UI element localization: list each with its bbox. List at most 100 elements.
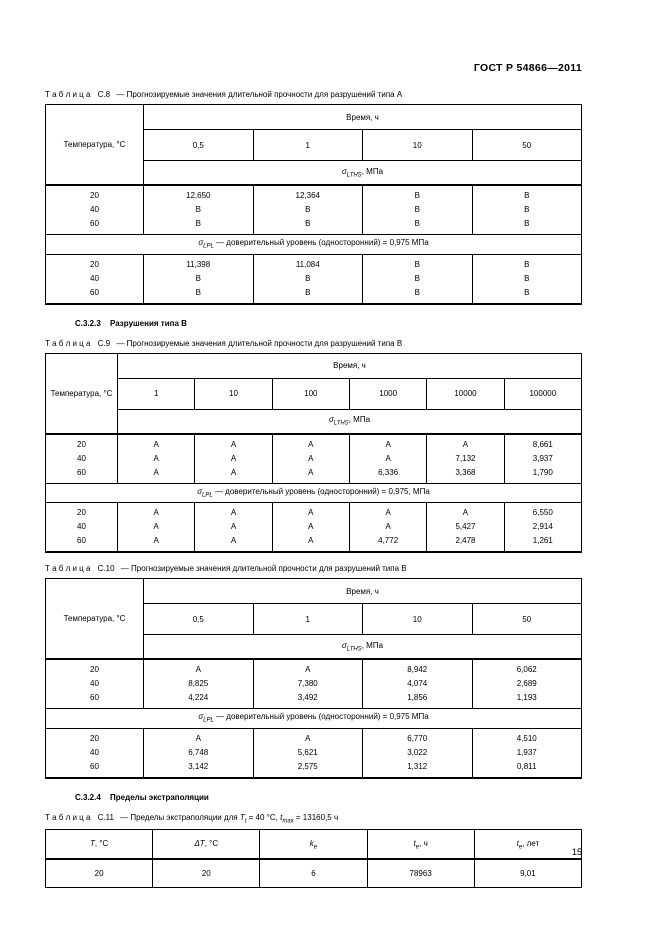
section-heading-c324: С.3.2.4 Пределы экстраполяции <box>75 793 582 802</box>
symbol-T-subscript: t <box>244 818 247 825</box>
table-cell: 20 <box>45 432 118 452</box>
sigma-symbol: σ <box>341 640 347 650</box>
table-cell: 3,492 <box>252 691 363 709</box>
table-cell: 2,575 <box>252 759 363 778</box>
table-row: 20 А А 6,770 4,510 <box>46 728 582 746</box>
time-col-header: 1 <box>252 129 363 161</box>
table-cell: А <box>194 520 273 535</box>
table-cell: А <box>194 502 273 521</box>
caption-number: С.11 <box>97 812 114 822</box>
table-row: 60 В В В В <box>46 217 582 235</box>
table-row: 40 В В В В <box>46 271 582 286</box>
col-header-te-hours: te, ч <box>366 829 475 861</box>
table-cell: 20 <box>94 869 104 879</box>
table-cell: А <box>348 432 427 452</box>
table-cell: 60 <box>90 287 99 297</box>
table-cell: В <box>471 254 582 272</box>
sigma-lths-header: σLTHS, МПа <box>117 408 582 435</box>
caption-text: — Пределы экстраполяции для <box>120 812 240 822</box>
table-cell: А <box>116 451 195 466</box>
sigma-symbol: σ <box>328 415 334 425</box>
table-row: 60 3,142 2,575 1,312 0,811 <box>46 759 582 778</box>
table-row: 60 А А А 6,336 3,368 1,790 <box>46 465 582 484</box>
table-row: 60 4,224 3,492 1,856 1,193 <box>46 691 582 709</box>
table-cell: 40 <box>90 205 99 214</box>
table-row: 40 А А А А 5,427 2,914 <box>46 520 582 535</box>
table-cell: 7,132 <box>426 451 505 466</box>
caption-number: С.8 <box>97 90 111 99</box>
table-cell: А <box>348 520 427 535</box>
table-cell: 60 <box>77 536 86 546</box>
document-code-header: ГОСТ Р 54866—2011 <box>473 62 582 74</box>
table-cell: 11,398 <box>143 254 253 272</box>
table-cell: А <box>194 432 273 452</box>
table-cell: 3,022 <box>362 745 472 760</box>
table-cell: 3,142 <box>143 759 253 778</box>
table-cell: В <box>362 203 472 217</box>
table-c8-caption: Т а б л и ц а С.8 — Прогнозируемые значе… <box>45 90 582 99</box>
sigma-subscript: LPL <box>203 717 214 724</box>
time-col-header: 100 <box>271 377 350 410</box>
table-row: 60 В В В В <box>46 285 582 304</box>
sigma-units: , МПа <box>348 415 371 425</box>
table-cell: 40 <box>77 453 86 463</box>
table-cell: 20 <box>152 859 260 888</box>
table-cell: 1,937 <box>471 745 582 760</box>
section-title: Разрушения типа В <box>110 318 187 328</box>
table-cell: А <box>252 658 363 678</box>
table-cell: 5,621 <box>252 745 363 760</box>
table-row: 40 А А А А 7,132 3,937 <box>46 451 582 466</box>
sigma-subscript: LPL <box>202 492 213 499</box>
table-cell: В <box>362 254 472 272</box>
sigma-subscript: LPL <box>203 243 214 250</box>
table-cell: 1,261 <box>503 534 582 553</box>
table-row: 40 6,748 5,621 3,022 1,937 <box>46 745 582 760</box>
table-cell: 6,770 <box>362 728 472 746</box>
table-cell: 4,224 <box>143 691 253 709</box>
table-row: 40 В В В В <box>46 203 582 217</box>
table-row: 60 А А А 4,772 2,478 1,261 <box>46 534 582 553</box>
sigma-units: , МПа <box>361 166 384 176</box>
table-cell: 2,689 <box>471 677 582 692</box>
table-cell: А <box>194 534 273 553</box>
table-cell: 7,380 <box>252 677 363 692</box>
table-cell: В <box>143 271 253 286</box>
table-c11-caption: Т а б л и ц а С.11 — Пределы экстраполяц… <box>45 813 582 825</box>
table-cell: А <box>116 432 195 452</box>
symbol-t-subscript: max <box>282 818 294 825</box>
table-cell: В <box>252 285 363 304</box>
table-cell: В <box>143 285 253 304</box>
table-cell: 20 <box>45 184 144 203</box>
table-c10-caption: Т а б л и ц а С.10 — Прогнозируемые знач… <box>45 564 582 573</box>
time-col-header: 1 <box>252 603 363 636</box>
table-cell: 6,062 <box>471 658 582 678</box>
table-cell: 40 <box>77 522 86 532</box>
time-header-cell: Время, ч <box>117 352 582 379</box>
table-cell: 60 <box>90 693 99 703</box>
sigma-subscript: LTHS <box>346 172 362 179</box>
table-row: 20 11,398 11,084 В В <box>46 254 582 272</box>
time-col-header: 0,5 <box>143 603 254 636</box>
time-col-header: 10000 <box>426 377 505 410</box>
table-c11-header: T, °С ΔT, °С ke te, ч te, лет <box>44 829 583 861</box>
table-cell: А <box>348 451 427 466</box>
table-cell: В <box>471 203 582 217</box>
lpl-data-block: 20 А А А А А 6,550 40 А А А А 5,427 2,914 60 А А А 4,772 2,… <box>46 502 582 553</box>
symbol-t: t <box>280 812 283 822</box>
caption-label: Т а б л и ц а <box>45 812 91 822</box>
lpl-band: σLPL — доверительный уровень (односторон… <box>45 708 582 729</box>
table-cell: 1,312 <box>362 759 472 778</box>
time-col-header: 10 <box>194 377 273 410</box>
table-cell: А <box>116 534 195 553</box>
table-row: 20 20 6 78963 9,01 <box>46 859 582 888</box>
table-cell: В <box>143 203 253 217</box>
sigma-lths-header: σLTHS, МПа <box>143 160 582 186</box>
table-cell: 12,650 <box>143 184 253 203</box>
table-c8: Температура, °С Время, ч 0,5 1 10 50 σLT… <box>45 104 582 305</box>
caption-text: = 40 °С, <box>246 812 281 822</box>
table-cell: В <box>471 184 582 203</box>
caption-text: = 13160,5 ч <box>293 812 339 822</box>
lpl-band: σLPL — доверительный уровень (односторон… <box>45 234 582 255</box>
table-cell: В <box>471 217 582 235</box>
table-cell: 8,825 <box>143 677 253 692</box>
